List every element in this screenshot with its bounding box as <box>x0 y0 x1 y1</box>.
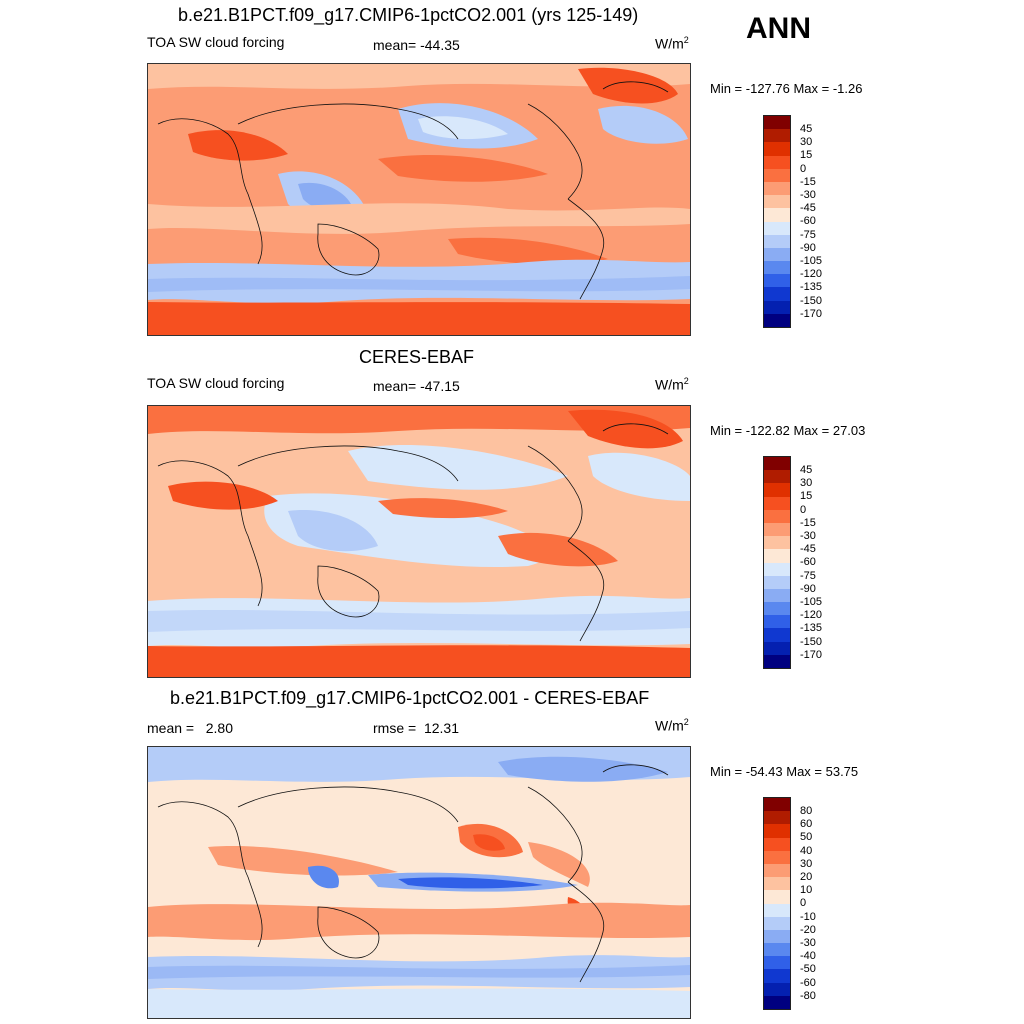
panel-3-rmse-label: rmse = 12.31 <box>373 720 459 736</box>
panel-3-map <box>147 746 691 1019</box>
colorbar-tick: 80 <box>800 805 813 817</box>
panel-1-units: W/m2 <box>655 35 689 52</box>
panel-1-map <box>147 63 691 336</box>
panel-2-colorbar <box>763 456 791 669</box>
colorbar-tick: -150 <box>800 635 823 648</box>
colorbar-tick: -75 <box>800 228 816 241</box>
colorbar-tick: 50 <box>800 831 813 844</box>
panel-1-minmax: Min = -127.76 Max = -1.26 <box>710 81 863 96</box>
colorbar-tick: -20 <box>800 923 816 936</box>
colorbar-tick: -170 <box>800 307 823 320</box>
colorbar-tick: -60 <box>800 976 816 989</box>
colorbar-tick: 60 <box>800 818 813 831</box>
colorbar-tick: 15 <box>800 149 813 162</box>
panel-2-units: W/m2 <box>655 376 689 393</box>
season-label: ANN <box>746 12 811 45</box>
panel-3-colorbar <box>763 797 791 1010</box>
colorbar-tick: -135 <box>800 622 823 635</box>
colorbar-tick: 45 <box>800 123 813 135</box>
colorbar-tick: -50 <box>800 963 816 976</box>
colorbar-tick: -45 <box>800 543 816 556</box>
colorbar-tick: -150 <box>800 294 823 307</box>
colorbar-tick: -15 <box>800 516 816 529</box>
colorbar-tick: -60 <box>800 556 816 569</box>
colorbar-tick: 30 <box>800 477 813 490</box>
colorbar-tick: -120 <box>800 268 823 281</box>
panel-2-variable-label: TOA SW cloud forcing <box>147 375 285 391</box>
colorbar-tick: -90 <box>800 241 816 254</box>
colorbar-tick: -30 <box>800 189 816 201</box>
colorbar-tick: 0 <box>800 503 807 516</box>
colorbar-tick: 20 <box>800 871 813 883</box>
panel-2-mean-label: mean= -47.15 <box>373 378 460 394</box>
panel-2-title: CERES-EBAF <box>359 347 475 367</box>
colorbar-tick: 30 <box>800 857 813 870</box>
panel-3-title: b.e21.B1PCT.f09_g17.CMIP6-1pctCO2.001 - … <box>170 688 650 708</box>
colorbar-tick: -170 <box>800 648 823 661</box>
colorbar-tick: -30 <box>800 937 816 949</box>
colorbar-tick: -105 <box>800 596 823 608</box>
colorbar-tick: -15 <box>800 175 816 188</box>
colorbar-tick: 0 <box>800 897 807 910</box>
colorbar-tick: -90 <box>800 582 816 595</box>
colorbar-tick: 30 <box>800 136 813 149</box>
panel-3-units: W/m2 <box>655 717 689 734</box>
colorbar-tick: -80 <box>800 989 816 1002</box>
panel-3-minmax: Min = -54.43 Max = 53.75 <box>710 764 859 779</box>
colorbar-tick: -45 <box>800 202 816 215</box>
panel-1-variable-label: TOA SW cloud forcing <box>147 34 285 50</box>
panel-1-mean-label: mean= -44.35 <box>373 37 460 53</box>
colorbar-tick: -105 <box>800 255 823 267</box>
colorbar-tick: -60 <box>800 215 816 228</box>
colorbar-tick: 10 <box>800 884 813 897</box>
panel-2-map <box>147 405 691 678</box>
colorbar-tick: -135 <box>800 281 823 294</box>
panel-2-minmax: Min = -122.82 Max = 27.03 <box>710 423 866 438</box>
colorbar-tick: 15 <box>800 490 813 503</box>
colorbar-tick: 40 <box>800 844 813 857</box>
panel-1-colorbar <box>763 115 791 328</box>
colorbar-tick: 0 <box>800 162 807 175</box>
colorbar-tick: -120 <box>800 609 823 622</box>
panel-1-title: b.e21.B1PCT.f09_g17.CMIP6-1pctCO2.001 (y… <box>178 5 639 25</box>
colorbar-tick: -10 <box>800 910 816 923</box>
colorbar-tick: -75 <box>800 569 816 582</box>
panel-3-mean-label: mean = 2.80 <box>147 720 234 736</box>
colorbar-tick: -30 <box>800 530 816 542</box>
colorbar-tick: 45 <box>800 464 813 476</box>
colorbar-tick: -40 <box>800 950 816 963</box>
